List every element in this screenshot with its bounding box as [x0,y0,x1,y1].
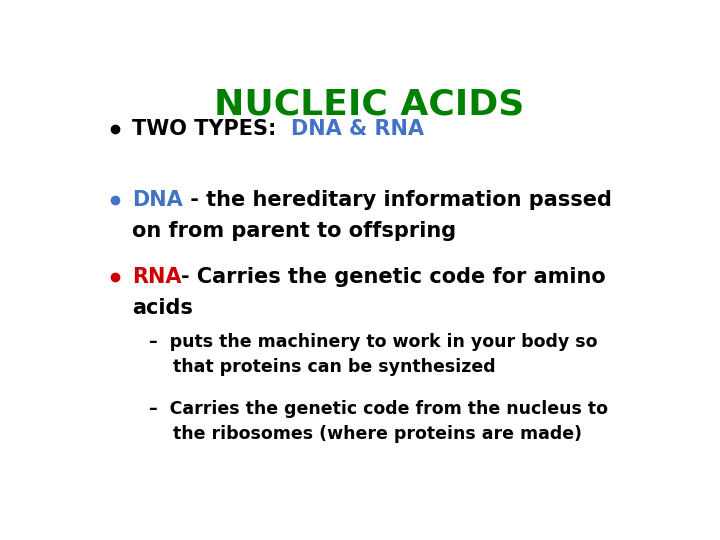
Text: –  Carries the genetic code from the nucleus to
    the ribosomes (where protein: – Carries the genetic code from the nucl… [148,400,608,442]
Text: –  puts the machinery to work in your body so
    that proteins can be synthesiz: – puts the machinery to work in your bod… [148,333,597,376]
Text: RNA: RNA [132,267,181,287]
Text: TWO TYPES:: TWO TYPES: [132,119,291,139]
Text: on from parent to offspring: on from parent to offspring [132,221,456,241]
Text: - Carries the genetic code for amino: - Carries the genetic code for amino [181,267,606,287]
Text: acids: acids [132,298,193,318]
Text: DNA & RNA: DNA & RNA [291,119,424,139]
Text: - the hereditary information passed: - the hereditary information passed [183,190,611,210]
Text: DNA: DNA [132,190,183,210]
Text: NUCLEIC ACIDS: NUCLEIC ACIDS [214,87,524,122]
